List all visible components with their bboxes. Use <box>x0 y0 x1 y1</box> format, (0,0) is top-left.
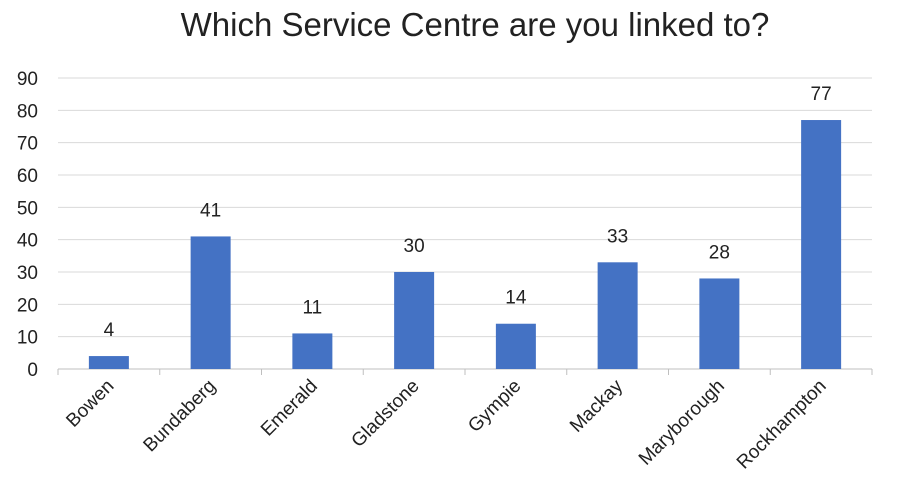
bar-mackay <box>597 262 638 369</box>
x-category-label: Rockhampton <box>733 376 831 474</box>
x-category-label: Mackay <box>566 375 627 436</box>
y-tick-label: 40 <box>17 231 38 252</box>
data-label: 41 <box>200 200 221 221</box>
y-tick-label: 0 <box>27 360 38 381</box>
data-label: 11 <box>303 297 323 318</box>
x-category-label: Maryborough <box>635 376 729 470</box>
y-tick-label: 20 <box>17 295 38 316</box>
y-tick-label: 50 <box>17 198 38 219</box>
bar-rockhampton <box>801 120 842 370</box>
y-axis-ticks: 0 10 20 30 40 50 60 70 80 90 <box>17 69 38 381</box>
x-category-label: Emerald <box>257 376 322 441</box>
bars <box>88 120 842 370</box>
data-labels: 4 41 11 30 14 33 28 77 <box>104 84 832 341</box>
bar-maryborough <box>699 278 740 369</box>
x-category-label: Bundaberg <box>140 376 221 457</box>
y-tick-label: 30 <box>17 263 38 284</box>
data-label: 33 <box>607 226 628 247</box>
bar-emerald <box>292 333 333 369</box>
bar-gladstone <box>394 272 435 369</box>
bar-gympie <box>495 323 536 369</box>
y-tick-label: 80 <box>17 101 38 122</box>
y-tick-label: 10 <box>17 328 38 349</box>
x-category-label: Gympie <box>464 376 525 437</box>
data-label: 28 <box>709 242 730 263</box>
gridlines <box>58 77 872 338</box>
data-label: 4 <box>104 320 115 341</box>
x-axis-categories: Bowen Bundaberg Emerald Gladstone Gympie Mack… <box>62 375 830 473</box>
x-category-label: Bowen <box>62 376 118 432</box>
y-tick-label: 70 <box>17 134 38 155</box>
axes <box>57 368 873 375</box>
bar-bowen <box>88 356 129 369</box>
data-label: 30 <box>404 236 425 257</box>
x-category-label: Gladstone <box>348 376 424 452</box>
bar-bundaberg <box>190 236 231 369</box>
y-tick-label: 90 <box>17 69 38 90</box>
chart-title: Which Service Centre are you linked to? <box>181 6 770 43</box>
y-tick-label: 60 <box>17 166 38 187</box>
data-label: 14 <box>505 288 527 309</box>
data-label: 77 <box>811 84 832 105</box>
